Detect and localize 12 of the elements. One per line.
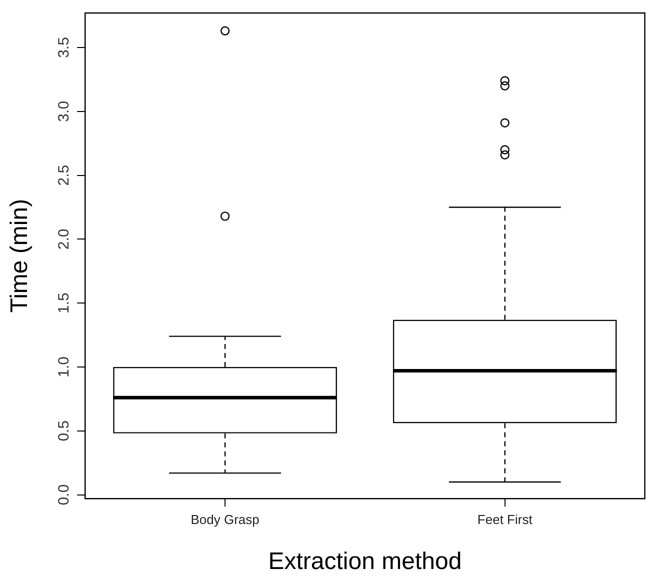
x-axis-title: Extraction method [268, 548, 462, 576]
y-tick-label: 1.5 [55, 292, 72, 314]
y-tick-label: 3.0 [55, 100, 72, 122]
y-tick-label: 0.5 [55, 420, 72, 442]
x-tick-label: Body Grasp [190, 512, 260, 527]
y-tick-label: 2.0 [55, 228, 72, 250]
y-tick-label: 2.5 [55, 164, 72, 186]
x-tick-label: Feet First [477, 512, 533, 527]
y-axis-title: Time (min) [6, 198, 34, 313]
y-tick-label: 1.0 [55, 356, 72, 378]
y-tick-label: 3.5 [55, 37, 72, 58]
y-tick-label: 0.0 [55, 484, 72, 506]
